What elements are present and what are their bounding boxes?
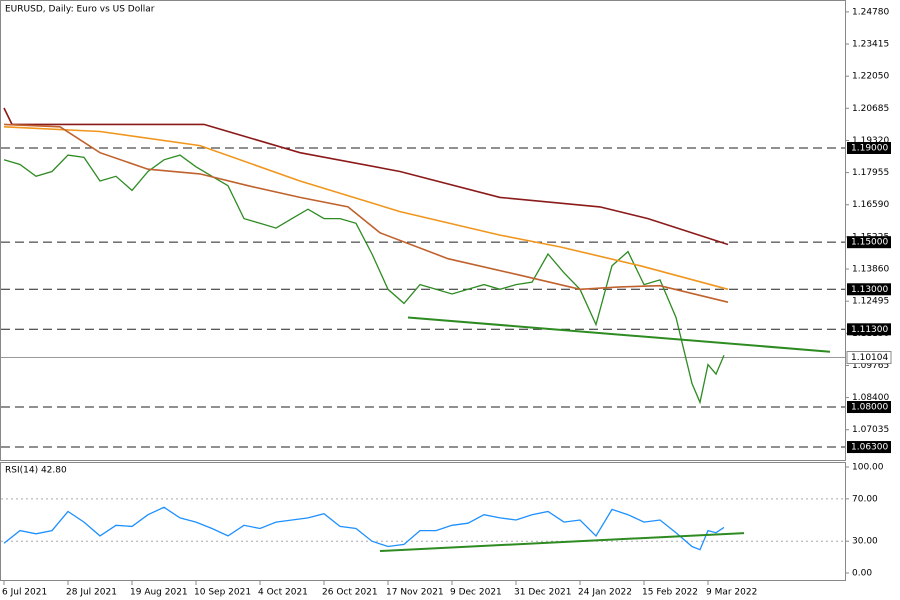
- x-tick-label: 28 Jul 2021: [66, 588, 117, 598]
- x-tick-label: 6 Jul 2021: [2, 588, 47, 598]
- y-tick-label: 1.08400: [852, 393, 889, 403]
- y-tick-label: 1.23415: [852, 40, 889, 50]
- y-tick-label: 1.22050: [852, 72, 889, 82]
- y-tick-label: 1.19320: [852, 136, 889, 146]
- level-label: 1.13000: [851, 285, 888, 295]
- x-tick-label: 19 Aug 2021: [130, 588, 188, 598]
- series-line: [3, 123, 729, 303]
- y-tick-label: 1.17955: [852, 168, 889, 178]
- price-tag: [846, 350, 892, 364]
- y-tick-label: 70.00: [852, 494, 878, 504]
- x-tick-label: 10 Sep 2021: [194, 588, 251, 598]
- price-label: 1.10104: [851, 353, 888, 363]
- x-tick-label: 4 Oct 2021: [258, 588, 308, 598]
- y-tick-label: 1.24780: [852, 7, 889, 17]
- level-tag: [847, 441, 891, 454]
- x-tick-label: 24 Jan 2022: [578, 588, 632, 598]
- trendline: [407, 316, 831, 353]
- level-label: 1.19000: [851, 143, 888, 153]
- y-tick-label: 0.00: [852, 569, 872, 579]
- x-tick-label: 15 Feb 2022: [642, 588, 698, 598]
- level-label: 1.06300: [851, 443, 888, 453]
- series-line: [3, 506, 725, 551]
- rsi-title: RSI(14) 42.80: [5, 466, 67, 476]
- level-label: 1.15000: [851, 238, 888, 248]
- x-tick-label: 9 Dec 2021: [450, 588, 502, 598]
- rsi-pane: [0, 462, 846, 581]
- level-label: 1.08000: [851, 403, 888, 413]
- series-line: [3, 154, 725, 405]
- level-tag: [847, 236, 891, 249]
- series-line: [3, 126, 729, 291]
- x-tick-label: 26 Oct 2021: [322, 588, 378, 598]
- series-line: [3, 107, 729, 246]
- y-tick-label: 1.07035: [852, 425, 889, 435]
- level-tag: [847, 283, 891, 296]
- price-pane: [0, 0, 846, 461]
- y-tick-label: 1.16590: [852, 200, 889, 210]
- y-tick-label: 1.13860: [852, 265, 889, 275]
- level-tag: [847, 401, 891, 414]
- y-tick-label: 30.00: [852, 537, 878, 547]
- level-tag: [847, 323, 891, 336]
- y-tick-label: 1.20685: [852, 104, 889, 114]
- y-tick-label: 1.12495: [852, 297, 889, 307]
- y-tick-label: 1.09765: [852, 361, 889, 371]
- x-tick-label: 9 Mar 2022: [706, 588, 757, 598]
- level-label: 1.11300: [851, 325, 888, 335]
- x-tick-label: 17 Nov 2021: [386, 588, 444, 598]
- trendline: [379, 532, 745, 552]
- y-tick-label: 100.00: [852, 463, 884, 473]
- chart-title: EURUSD, Daily: Euro vs US Dollar: [5, 5, 155, 15]
- x-tick-label: 31 Dec 2021: [514, 588, 572, 598]
- level-tag: [847, 141, 891, 154]
